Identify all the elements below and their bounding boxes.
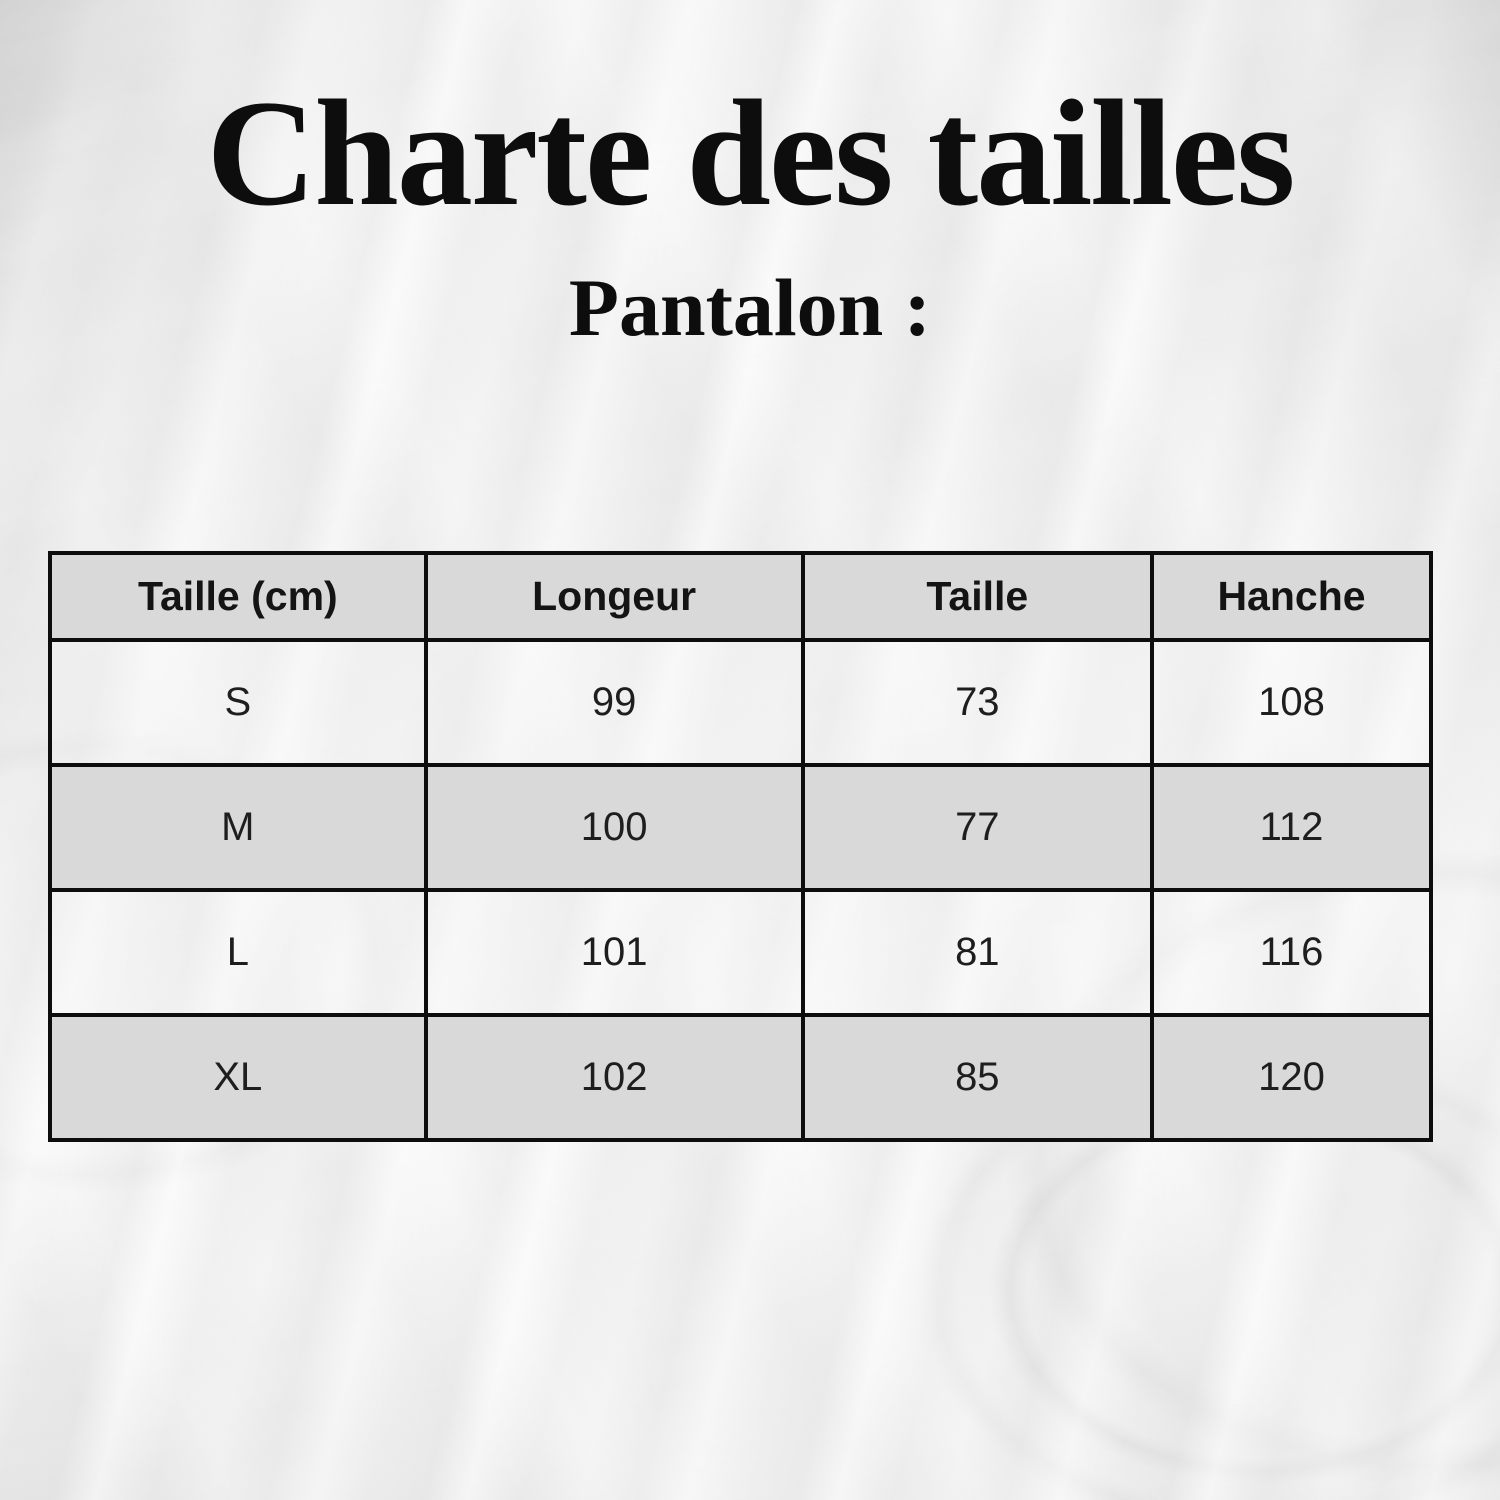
table-row-xl: XL 102 85 120 — [48, 1013, 1433, 1143]
table-row-m: M 100 77 112 — [48, 763, 1433, 893]
value-cell: 116 — [1150, 888, 1433, 1018]
size-table: Taille (cm) Longeur Taille Hanche S 99 7… — [48, 551, 1433, 1143]
size-cell: L — [48, 888, 428, 1018]
value-cell: 108 — [1150, 638, 1433, 768]
size-cell: M — [48, 763, 428, 893]
value-cell: 81 — [800, 888, 1155, 1018]
table-row-l: L 101 81 116 — [48, 888, 1433, 1018]
size-cell: S — [48, 638, 428, 768]
column-header-hanche: Hanche — [1150, 551, 1433, 643]
column-header-taille: Taille — [800, 551, 1155, 643]
value-cell: 112 — [1150, 763, 1433, 893]
table-row-s: S 99 73 108 — [48, 638, 1433, 768]
size-cell: XL — [48, 1013, 428, 1143]
value-cell: 99 — [423, 638, 805, 768]
page-title: Charte des tailles — [206, 69, 1296, 237]
value-cell: 102 — [423, 1013, 805, 1143]
table-header-row: Taille (cm) Longeur Taille Hanche — [48, 551, 1433, 643]
value-cell: 120 — [1150, 1013, 1433, 1143]
value-cell: 73 — [800, 638, 1155, 768]
column-header-longeur: Longeur — [423, 551, 805, 643]
value-cell: 77 — [800, 763, 1155, 893]
column-header-taille-cm: Taille (cm) — [48, 551, 428, 643]
value-cell: 85 — [800, 1013, 1155, 1143]
poster-content: Charte des tailles Pantalon : Taille (cm… — [48, 69, 1433, 1143]
page-subtitle: Pantalon : — [568, 262, 932, 354]
value-cell: 100 — [423, 763, 805, 893]
value-cell: 101 — [423, 888, 805, 1018]
